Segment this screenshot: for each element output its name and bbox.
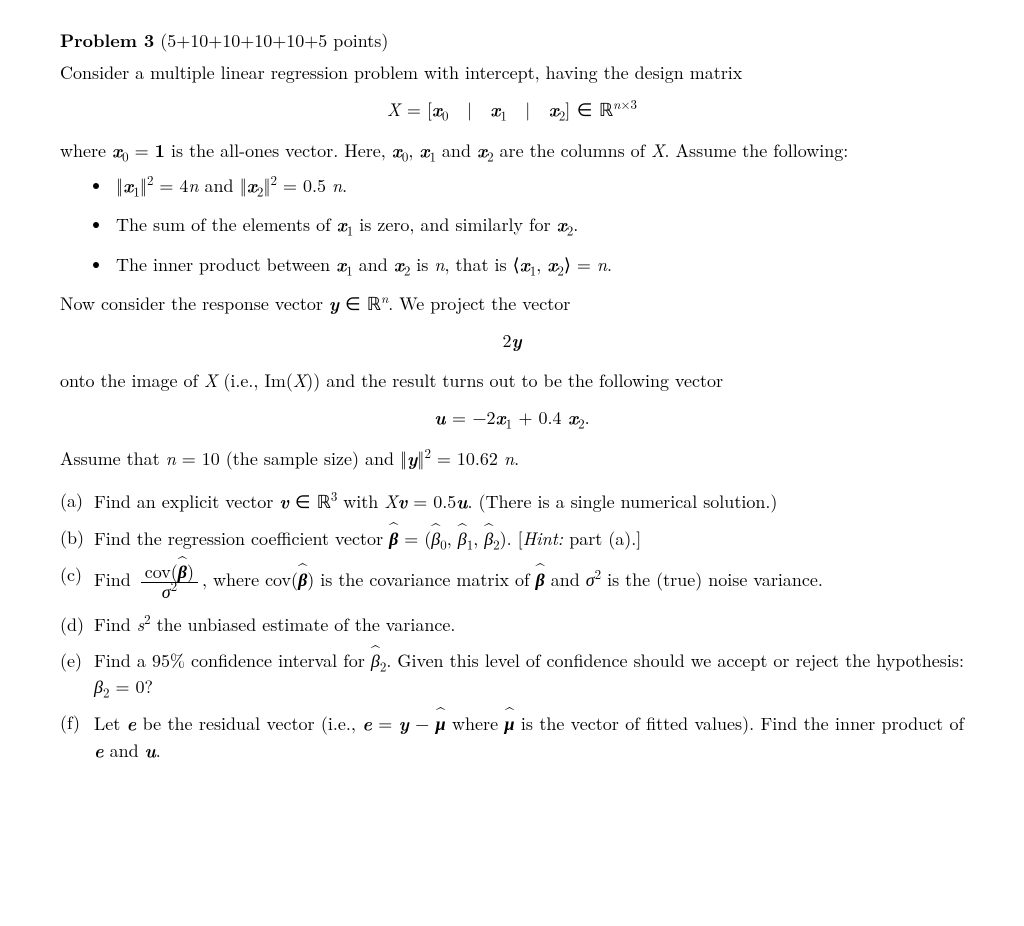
qd-label: (d) [60,612,94,638]
question-b: (b) Find the regression coefficient vect… [60,525,964,552]
bullet-1: ‖x1‖2 = 4n and ‖x2‖2 = 0.5 n. [112,172,964,199]
proj-vector: 2y [60,327,964,354]
problem-points: (5+10+10+10+10+5 points) [160,28,388,53]
qc-label: (c) [60,562,94,602]
question-list: (a) Find an explicit vector v ∈ ℝ3 with … [60,488,964,764]
question-a: (a) Find an explicit vector v ∈ ℝ3 with … [60,488,964,515]
problem-title-line: Problem 3 (5+10+10+10+10+5 points) [60,28,964,54]
qb-label: (b) [60,525,94,552]
where-4: . Assume the following: [665,138,849,163]
where-and: and [436,138,477,163]
assumption-list: ‖x1‖2 = 4n and ‖x2‖2 = 0.5 n. The sum of… [60,172,964,277]
design-matrix-equation: X = [x0 | x1 | x2] ∈ ℝn×3 [60,96,964,123]
u-equation: u = −2x1 + 0.4 x2. [60,404,964,431]
qa-label: (a) [60,488,94,515]
problem-label: Problem 3 [60,28,154,53]
question-f: (f) Let e be the residual vector (i.e., … [60,710,964,764]
consider-line: Now consider the response vector y ∈ ℝn.… [60,290,964,317]
bullet-2: The sum of the elements of x1 is zero, a… [112,211,964,238]
question-c: (c) Find cov(β)σ2, where cov(β) is the c… [60,562,964,602]
qf-label: (f) [60,710,94,764]
where-1: where [60,138,112,163]
onto-line: onto the image of X (i.e., Im(X)) and th… [60,368,964,394]
question-d: (d) Find s2 the unbiased estimate of the… [60,612,964,638]
qe-label: (e) [60,648,94,700]
assume-line: Assume that n = 10 (the sample size) and… [60,445,964,472]
intro-text: Consider a multiple linear regression pr… [60,60,964,86]
where-3: are the columns of [494,138,652,163]
bullet-3: The inner product between x1 and x2 is n… [112,251,964,278]
where-clause: where x0 = 1 is the all-ones vector. Her… [60,137,964,164]
problem-page: Problem 3 (5+10+10+10+10+5 points) Consi… [0,0,1024,926]
question-e: (e) Find a 95% confidence interval for β… [60,648,964,700]
where-2: is the all-ones vector. Here, [165,138,392,163]
